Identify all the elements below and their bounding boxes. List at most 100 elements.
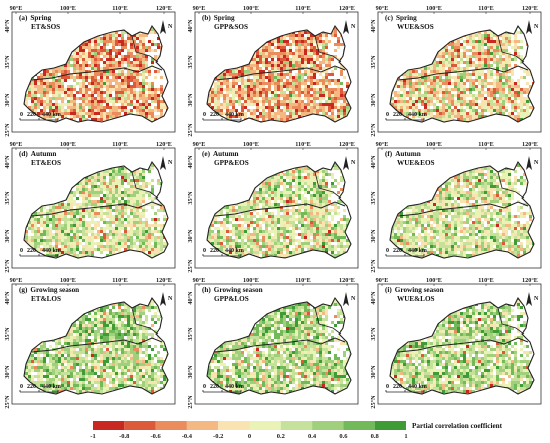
subbasin-boundary [31,337,163,353]
map-panel: 90°E 100°E 110°E 120°E 40°N 35°N 30°N 25°N (f) Au… [370,141,542,273]
scale-zero: 0 [203,248,206,254]
lon-tick-label: 110°E [478,5,494,12]
scale-mid: 220 [27,112,36,118]
scale-zero: 0 [386,112,389,118]
panel-title: (c) Spring [385,14,417,22]
subbasin-boundary [31,65,163,81]
lon-tick-label: 90°E [193,5,206,12]
map-panel: 90°E 100°E 110°E 120°E 40°N 35°N 30°N 25°N (g) Gr… [4,277,176,409]
north-arrow-icon: N [526,156,539,170]
legend-tick-label: 0 [248,433,251,440]
map-panel: 90°E 100°E 110°E 120°E 40°N 35°N 30°N 25°N (c) Sp… [370,5,542,137]
scale-bar: 0 220 440 km [202,384,244,393]
legend-tick-label: -0.8 [119,433,130,440]
north-arrow-icon: N [343,20,356,34]
legend-tick-label: 0.4 [308,433,317,440]
panel-subtitle: GPP&LOS [214,295,249,303]
lon-tick-label: 90°E [10,5,23,12]
lat-tick-label: 30°N [370,365,377,379]
subbasin-boundary [397,337,529,353]
scale-mid: 220 [27,248,36,254]
north-arrow-icon: N [160,156,173,170]
lat-tick-label: 30°N [4,93,11,107]
legend-swatch [374,421,406,430]
subbasin-boundary [497,171,525,199]
lat-tick-label: 40°N [4,155,11,169]
panel-title: (e) Autumn [202,150,239,158]
map-panel: 90°E 100°E 110°E 120°E 40°N 35°N 30°N 25°N (a) Sp… [4,5,176,137]
legend-tick-label: -0.4 [182,433,193,440]
lat-tick-label: 35°N [4,327,11,341]
legend-swatch [93,421,125,430]
legend: -1 -0.8 -0.6 -0.4 -0.2 0 0.2 0.4 0.6 0.8 1 Partial … [90,421,503,440]
subbasin-boundary [131,171,159,199]
lat-tick-label: 25°N [4,123,11,137]
lon-tick-label: 110°E [295,141,311,148]
lat-tick-label: 25°N [187,259,194,273]
basin-outline [23,24,169,123]
north-arrow-icon: N [526,20,539,34]
lon-tick-label: 100°E [60,5,76,12]
lat-tick-label: 35°N [4,191,11,205]
legend-swatch [186,421,219,430]
north-label: N [351,296,356,302]
basin-outline [389,296,535,395]
north-arrow-icon: N [160,20,173,34]
map-panel: 90°E 100°E 110°E 120°E 40°N 35°N 30°N 25°N (b) Sp… [187,5,359,137]
lat-tick-label: 40°N [370,19,377,33]
lon-tick-label: 90°E [193,141,206,148]
scale-bar: 0 220 440 km [202,112,244,121]
panel-subtitle: WUE&SOS [397,23,434,31]
legend-tick-label: -0.2 [213,433,223,440]
lon-tick-label: 100°E [243,277,259,284]
lon-tick-label: 90°E [376,277,389,284]
map-panel: 90°E 100°E 110°E 120°E 40°N 35°N 30°N 25°N (d) Au… [4,141,176,273]
legend-tick-label: 0.8 [371,433,380,440]
legend-swatch [343,421,375,430]
scale-zero: 0 [203,384,206,390]
panel-subtitle: WUE&EOS [397,159,435,167]
lat-tick-label: 40°N [187,291,194,305]
panel-title: (d) Autumn [19,150,56,158]
lat-tick-label: 25°N [187,123,194,137]
lon-tick-label: 100°E [60,141,76,148]
lon-tick-label: 100°E [60,277,76,284]
legend-tick-label: 0.6 [339,433,348,440]
lon-tick-label: 90°E [193,277,206,284]
scale-end: 440 km [408,112,427,118]
lon-tick-label: 120°E [339,5,355,12]
panel-subtitle: ET&EOS [31,159,61,167]
lat-tick-label: 40°N [4,291,11,305]
legend-tick-label: 0.2 [277,433,285,440]
lon-tick-label: 120°E [156,141,172,148]
lon-tick-label: 120°E [339,141,355,148]
panel-title: (f) Autumn [385,150,421,158]
basin-outline [206,24,352,123]
subbasin-boundary [397,201,529,217]
subbasin-boundary [314,171,342,199]
scale-end: 440 km [42,384,61,390]
map-panel: 90°E 100°E 110°E 120°E 40°N 35°N 30°N 25°N (h) Gr… [187,277,359,409]
legend-swatch [155,421,187,430]
scale-bar: 0 220 440 km [385,248,427,257]
lon-tick-label: 110°E [112,277,128,284]
lon-tick-label: 110°E [295,277,311,284]
lon-tick-label: 120°E [156,5,172,12]
north-label: N [534,296,539,302]
lat-tick-label: 30°N [4,365,11,379]
basin-outline [206,160,352,259]
lat-tick-label: 25°N [370,259,377,273]
scale-end: 440 km [408,248,427,254]
lat-tick-label: 40°N [187,19,194,33]
legend-tick-label: 1 [404,433,407,440]
scale-mid: 220 [393,248,402,254]
north-arrow-icon: N [343,156,356,170]
lon-tick-label: 100°E [426,5,442,12]
panel-title: (g) Growing season [19,286,79,294]
basin-outline [23,160,169,259]
scale-zero: 0 [20,248,23,254]
scale-end: 440 km [408,384,427,390]
scale-bar: 0 220 440 km [385,112,427,121]
lat-tick-label: 40°N [370,291,377,305]
